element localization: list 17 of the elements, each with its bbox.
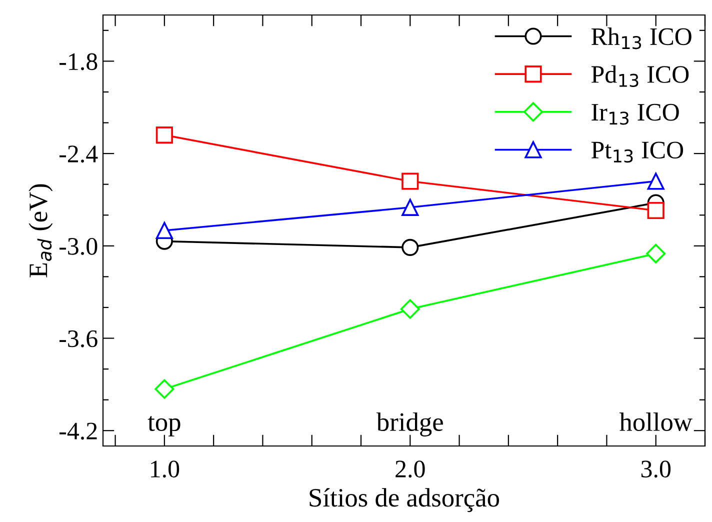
legend-label: Ir$_{13}$ ICO <box>592 104 679 125</box>
x-axis-title: Sítios de adsorção <box>310 488 499 512</box>
legend-label: Pd$_{13}$ ICO <box>591 65 689 88</box>
annotation: hollow <box>619 412 692 432</box>
y-tick-label: -3.6 <box>59 330 98 348</box>
legend-label: Pt$_{13}$ ICO <box>591 142 684 163</box>
y-tick-label: -2.4 <box>59 146 98 163</box>
y-tick-label: -3.0 <box>59 238 98 255</box>
annotation: bridge <box>376 412 443 436</box>
annotation: top <box>148 416 180 436</box>
y-axis-title: E$_{ad}$ (eV) <box>28 184 53 278</box>
y-tick-label: -4.2 <box>59 422 97 440</box>
legend-label: Rh$_{13}$ ICO <box>591 28 692 50</box>
x-tick-label: 2.0 <box>396 460 425 478</box>
x-tick-label: 1.0 <box>151 460 180 478</box>
x-tick-label: 3.0 <box>641 460 671 478</box>
y-tick-label: -1.8 <box>59 53 98 70</box>
